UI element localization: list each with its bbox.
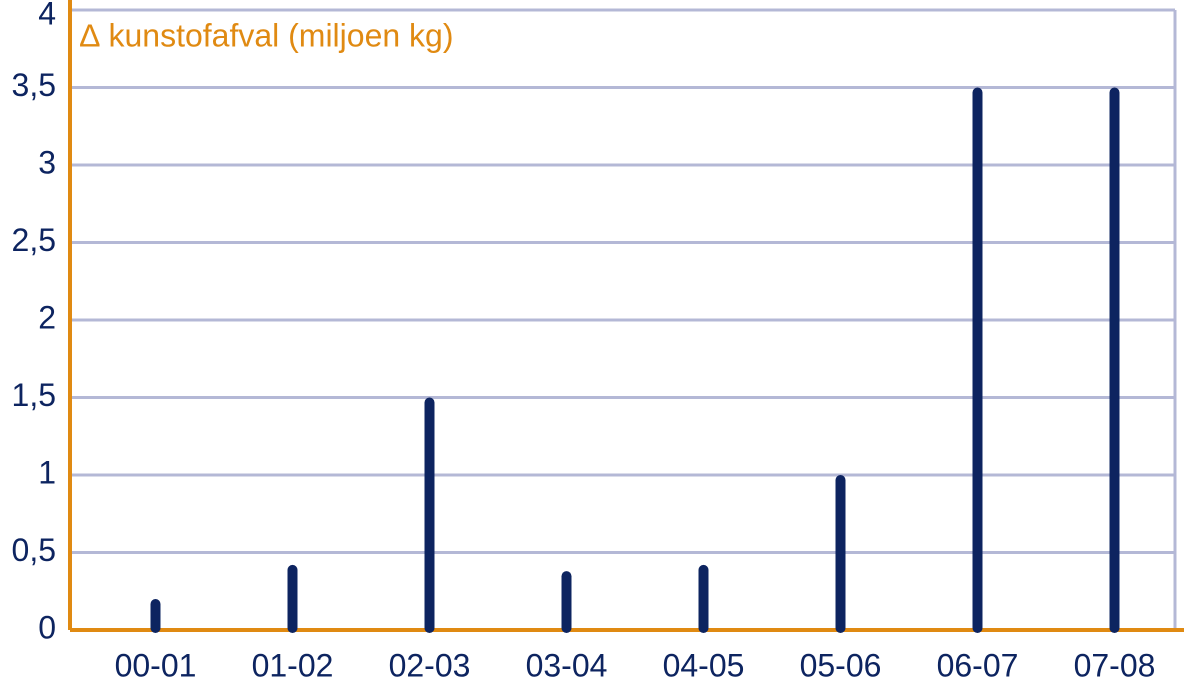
y-tick-label: 2 [38,299,56,335]
y-tick-label: 3,5 [12,67,56,103]
bar [424,397,435,633]
x-tick-label: 03-04 [526,647,608,683]
bar [287,564,298,633]
bar [972,87,983,633]
bar [1109,87,1120,633]
y-tick-label: 1,5 [12,377,56,413]
y-tick-label: 4 [38,0,56,31]
x-tick-label: 01-02 [252,647,334,683]
y-tick-label: 1 [38,454,56,490]
y-tick-label: 2,5 [12,222,56,258]
x-tick-label: 06-07 [937,647,1019,683]
y-tick-label: 0 [38,609,56,645]
bar [698,564,709,633]
x-tick-label: 02-03 [389,647,471,683]
x-tick-label: 04-05 [663,647,745,683]
y-tick-label: 3 [38,144,56,180]
x-tick-label: 00-01 [115,647,197,683]
x-tick-label: 07-08 [1074,647,1156,683]
bar [150,599,161,633]
bar [561,571,572,633]
y-tick-label: 0,5 [12,532,56,568]
x-tick-label: 05-06 [800,647,882,683]
chart-title: ∆ kunstofafval (miljoen kg) [80,17,454,53]
bar [835,475,846,633]
